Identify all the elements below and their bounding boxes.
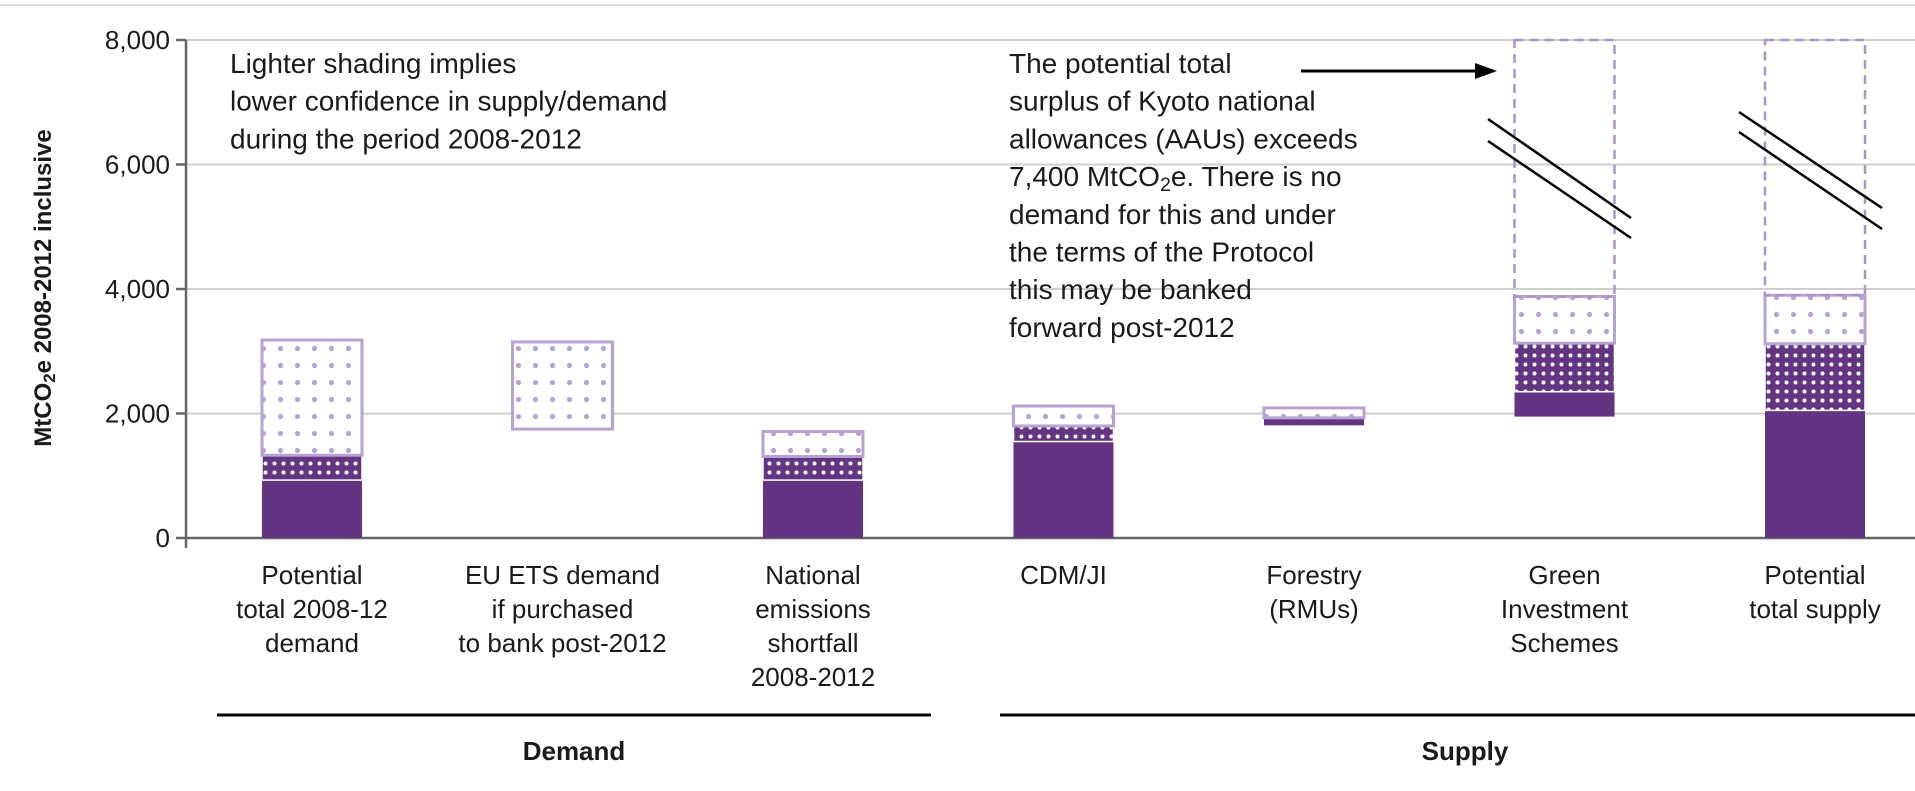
annotation: the terms of the Protocol [1009,237,1314,268]
x-tick-label: to bank post-2012 [458,628,666,658]
x-tick-label: Schemes [1510,628,1618,658]
bar-segment [762,455,864,481]
bar-segment [1013,441,1114,538]
x-tick-label: shortfall [767,628,858,658]
bar-segment [260,338,364,457]
bar-segment [1513,38,1616,298]
annotation: allowances (AAUs) exceeds [1009,123,1358,154]
x-tick-label: if purchased [492,594,634,624]
arrow-head [1475,63,1497,79]
x-tick-label: (RMUs) [1269,594,1359,624]
bar-segment [761,430,865,458]
subscript: 2 [1160,174,1171,196]
bar-segment [511,340,614,431]
bar-segment [1513,342,1616,393]
annotation: this may be banked [1009,274,1252,305]
annotation: The potential total [1009,48,1232,79]
y-tick-label: 0 [156,523,170,553]
bar-segment [1513,294,1616,345]
annotation: demand for this and under [1009,199,1336,230]
bar-segment [1765,410,1865,538]
text: MtCO2e 2008-2012 inclusive [30,129,59,447]
subscript: 2 [40,373,59,382]
annotation: during the period 2008-2012 [230,123,582,154]
x-tick-label: National [765,560,860,590]
y-tick-label: 2,000 [105,399,170,429]
text-part: e 2008-2012 inclusive [30,129,57,373]
x-tick-label: CDM/JI [1020,560,1107,590]
break-mark [1487,139,1632,240]
x-tick-label: Green [1528,560,1600,590]
annotation: Lighter shading implies [230,48,516,79]
text-part: e. There is no [1171,161,1342,192]
bar-segment [1012,425,1115,443]
x-tick-label: total supply [1749,594,1881,624]
y-tick-label: 4,000 [105,274,170,304]
bar-segment [1012,404,1115,428]
y-tick-label: 6,000 [105,150,170,180]
x-tick-label: Forestry [1266,560,1361,590]
bar-segment [1764,343,1866,412]
text: 7,400 MtCO2e. There is no [1009,161,1342,196]
bar-segment [1514,391,1615,417]
bar-segment [1763,38,1867,297]
x-tick-label: Potential [1764,560,1865,590]
x-tick-label: Potential [261,560,362,590]
bar-segment [261,454,363,481]
x-tick-label: total 2008-12 [236,594,388,624]
group-label: Demand [523,736,626,766]
group-label: Supply [1422,736,1509,766]
text-part: MtCO [30,383,57,447]
x-tick-label: 2008-2012 [751,662,875,692]
annotation: surplus of Kyoto national [1009,86,1316,117]
annotation: forward post-2012 [1009,312,1235,343]
y-tick-label: 8,000 [105,25,170,55]
bar-segment [1763,293,1867,346]
break-mark [1738,110,1883,210]
text-part: 7,400 MtCO [1009,161,1160,192]
x-tick-label: demand [265,628,359,658]
x-tick-label: emissions [755,594,871,624]
break-mark [1738,130,1883,231]
bar-segment [763,480,863,538]
bar-segment [262,480,362,538]
break-mark [1487,117,1632,220]
x-tick-label: Investment [1501,594,1629,624]
annotation: lower confidence in supply/demand [230,86,667,117]
x-tick-label: EU ETS demand [465,560,660,590]
bar-segment [1262,406,1366,420]
bar-segment [1264,417,1364,426]
